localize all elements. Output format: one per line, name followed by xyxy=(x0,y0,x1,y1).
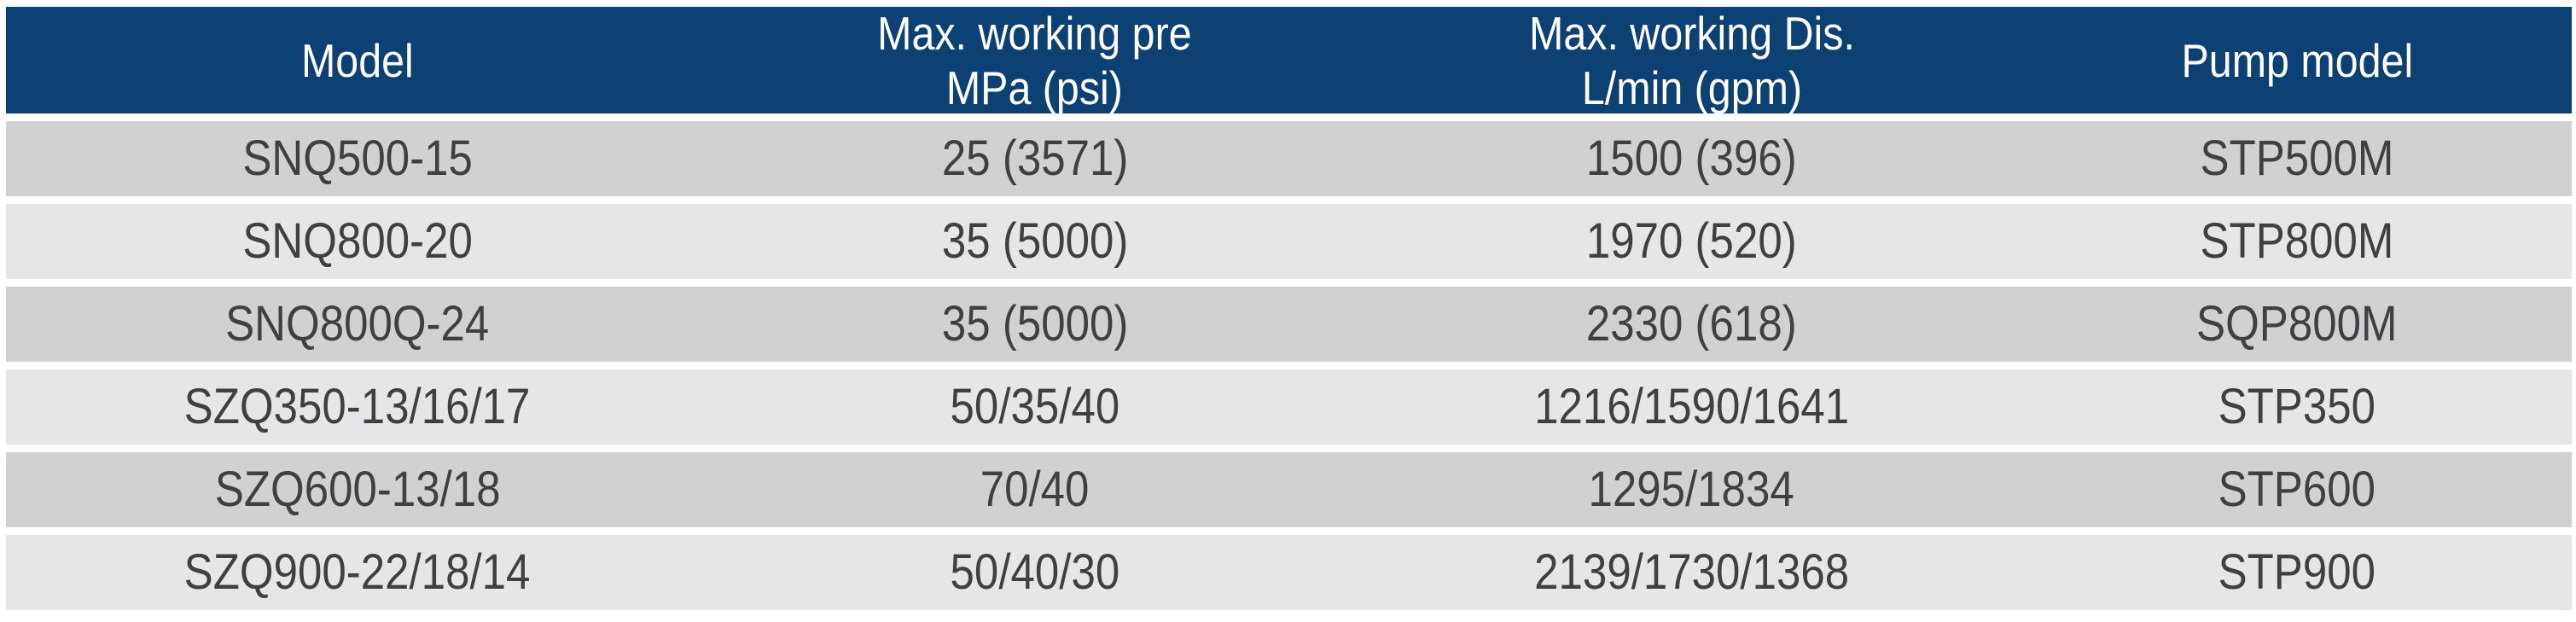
cell-pump-model: STP350 xyxy=(2218,379,2376,434)
cell-max-pressure: 50/40/30 xyxy=(950,544,1120,600)
cell-model: SNQ800Q-24 xyxy=(225,296,490,352)
column-header-pump-model-line1: Pump model xyxy=(2181,33,2414,87)
cell-pump-model: SQP800M xyxy=(2196,296,2398,352)
cell-model: SZQ600-13/18 xyxy=(214,462,501,517)
cell-max-discharge: 2139/1730/1368 xyxy=(1534,544,1850,600)
cell-pump-model: STP600 xyxy=(2218,462,2376,517)
cell-max-pressure: 35 (5000) xyxy=(941,296,1129,352)
table-row-6: SZQ900-22/18/14 50/40/30 2139/1730/1368 … xyxy=(6,535,2572,610)
pump-spec-table: Model Max. working pre MPa (psi) Max. wor… xyxy=(6,7,2572,618)
column-header-model: Model xyxy=(6,33,709,88)
column-header-max-discharge-line1: Max. working Dis. xyxy=(1528,6,1855,60)
column-header-max-pressure: Max. working pre MPa (psi) xyxy=(709,6,1361,115)
cell-max-discharge: 1970 (520) xyxy=(1586,213,1798,269)
cell-max-pressure: 25 (3571) xyxy=(941,131,1129,186)
column-header-max-discharge: Max. working Dis. L/min (gpm) xyxy=(1361,6,2023,115)
table-row-2: SNQ800-20 35 (5000) 1970 (520) STP800M xyxy=(6,204,2572,279)
cell-max-pressure: 50/35/40 xyxy=(950,379,1120,434)
column-header-max-pressure-line1: Max. working pre xyxy=(877,6,1193,60)
cell-max-pressure: 70/40 xyxy=(980,462,1090,517)
cell-model: SZQ350-13/16/17 xyxy=(184,379,531,434)
table-header-row: Model Max. working pre MPa (psi) Max. wor… xyxy=(6,6,2572,115)
table-row-4: SZQ350-13/16/17 50/35/40 1216/1590/1641 … xyxy=(6,369,2572,445)
cell-pump-model: STP500M xyxy=(2200,131,2394,186)
cell-model: SZQ900-22/18/14 xyxy=(184,544,531,600)
cell-max-discharge: 1500 (396) xyxy=(1586,131,1798,186)
cell-max-pressure: 35 (5000) xyxy=(941,213,1129,269)
column-header-max-discharge-line2: L/min (gpm) xyxy=(1581,61,1802,114)
cell-max-discharge: 1216/1590/1641 xyxy=(1534,379,1850,434)
cell-max-discharge: 2330 (618) xyxy=(1586,296,1798,352)
cell-pump-model: STP800M xyxy=(2200,213,2394,269)
cell-pump-model: STP900 xyxy=(2218,544,2376,600)
cell-model: SNQ800-20 xyxy=(242,213,473,269)
cell-model: SNQ500-15 xyxy=(242,131,473,186)
cell-max-discharge: 1295/1834 xyxy=(1588,462,1795,517)
column-header-max-pressure-line2: MPa (psi) xyxy=(946,61,1124,114)
column-header-pump-model: Pump model xyxy=(2022,33,2571,88)
table-row-1: SNQ500-15 25 (3571) 1500 (396) STP500M xyxy=(6,121,2572,196)
table-row-5: SZQ600-13/18 70/40 1295/1834 STP600 xyxy=(6,452,2572,527)
table-row-3: SNQ800Q-24 35 (5000) 2330 (618) SQP800M xyxy=(6,287,2572,362)
column-header-model-line1: Model xyxy=(301,33,414,87)
